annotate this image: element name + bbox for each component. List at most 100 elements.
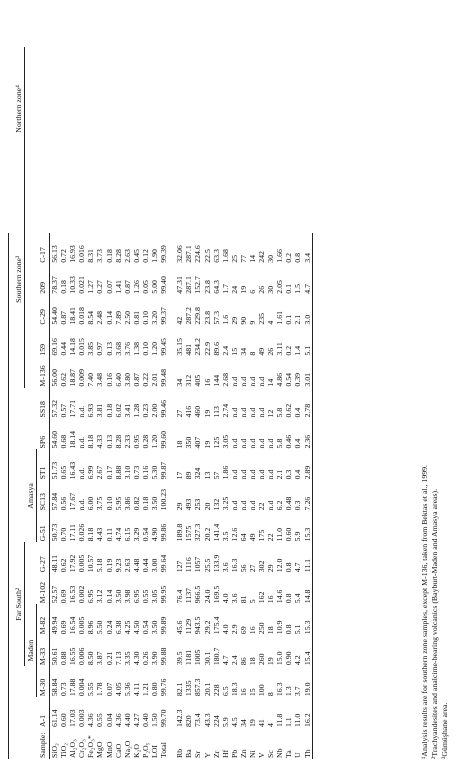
cell-value: 0.21: [104, 651, 114, 666]
cell-value: 0.4: [293, 469, 303, 480]
cell-value: 493: [184, 498, 194, 511]
cell-value: 14: [266, 378, 276, 387]
cell-value: 69: [238, 626, 248, 635]
table-row: Fe₂O₃* 4.36 5.55 8.50 8.96 6.95 10.57 8.18 6.00 6…: [86, 47, 95, 759]
table-row: Pb 4.5 18.3 2.4 2.9 3.6 16.3 12.6 n.d n.d n.d n.d n.…: [230, 47, 239, 759]
cell-value: 3.41: [122, 403, 132, 418]
sample-id: M-136: [36, 356, 50, 388]
cell-value: 90: [238, 316, 248, 325]
row-label: Hf: [220, 749, 230, 758]
row-label: TiO₂: [59, 742, 69, 758]
cell-value: n.d: [257, 438, 267, 449]
cell-value: 2.05: [275, 280, 285, 294]
cell-value: n.d: [266, 469, 276, 480]
cell-value: 6.93: [86, 403, 96, 418]
cell-value: 0.82: [131, 496, 141, 511]
cell-value: 0.40: [140, 713, 150, 728]
cell-value: 0.009: [77, 369, 87, 387]
cell-value: 0.8: [284, 624, 294, 635]
cell-value: 16.3: [275, 682, 285, 697]
group-header-row-2: Maden Amasya: [24, 47, 37, 759]
table-row: Zn 34 16 86 69 81 56 64 n.d n.d n.d n.d n.d 34 90 19 77: [239, 47, 248, 759]
cell-value: 224: [211, 715, 221, 728]
cell-value: 56.13: [50, 245, 59, 263]
cell-value: 8.28: [113, 249, 123, 263]
cell-value: 0.18: [59, 280, 69, 294]
row-label: Ni: [247, 750, 257, 758]
cell-value: 287.1: [184, 245, 194, 263]
cell-value: 39.5: [175, 651, 185, 666]
cell-value: 8.88: [113, 465, 123, 480]
cell-value: 4.7: [220, 655, 230, 666]
sample-id: G-51: [36, 511, 50, 543]
cell-value: 1.3: [284, 686, 294, 697]
cell-value: n.d: [257, 469, 267, 480]
cell-value: 189.8: [175, 523, 185, 542]
row-label: MgO: [95, 741, 105, 758]
cell-value: 12.6: [229, 527, 239, 542]
cell-value: 8.18: [86, 434, 96, 449]
cell-value: 20.2: [202, 527, 212, 542]
cell-value: 4.36: [113, 713, 123, 728]
cell-value: 4.40: [122, 713, 132, 728]
cell-value: 42: [175, 316, 185, 325]
cell-value: 19: [202, 440, 212, 449]
cell-value: 45.6: [175, 620, 185, 635]
cell-value: 416: [184, 405, 194, 418]
cell-value: 481: [184, 343, 194, 356]
row-label: Zr: [211, 750, 221, 758]
cell-value: 3.25: [220, 496, 230, 511]
cell-value: 2.78: [302, 387, 313, 419]
table-row: Zr 224 228 180.7 175.4 169.5 133.9 141.4 132 57 12…: [212, 47, 221, 759]
cell-value: 1.38: [131, 341, 141, 356]
cell-value: 0.62: [284, 403, 294, 418]
row-label: U: [293, 752, 303, 758]
cell-value: 13: [202, 471, 212, 480]
cell-value: 0.19: [104, 558, 114, 573]
cell-value: n.d: [257, 407, 267, 418]
sample-id: SP6: [36, 418, 50, 450]
group-spacer: [13, 388, 25, 543]
cell-value: 99.46: [159, 399, 169, 418]
sample-id: SC13: [36, 480, 50, 512]
cell-value: 0.60: [59, 713, 69, 728]
cell-value: 3.86: [122, 496, 132, 511]
cell-value: 0.87: [122, 280, 132, 294]
sample-id: 209: [36, 263, 50, 295]
cell-value: 99.48: [159, 369, 169, 387]
cell-value: 2.1: [293, 314, 303, 325]
cell-value: n.d: [247, 469, 257, 480]
cell-value: 23.8: [202, 311, 212, 325]
cell-value: 19: [202, 409, 212, 418]
cell-value: 1137: [184, 587, 194, 604]
sample-id: 159: [36, 325, 50, 357]
cell-value: 0.3: [284, 469, 294, 480]
cell-value: 0.48: [284, 496, 294, 511]
row-label: Zn: [238, 749, 248, 758]
table-row: CaO 4.36 4.05 7.13 6.38 3.50 9.23 4.74 5.95 8.88 8…: [114, 47, 123, 759]
row-label: Cr₂O₃: [77, 739, 87, 758]
cell-value: n.d: [229, 376, 239, 387]
cell-value: 0.62: [59, 372, 69, 387]
cell-value: 1575: [184, 525, 194, 542]
cell-value: 0.45: [131, 249, 141, 263]
cell-value: 2.67: [95, 465, 105, 480]
cell-value: 15: [229, 347, 239, 356]
cell-value: 0.14: [104, 311, 114, 325]
cell-value: 1.90: [150, 249, 160, 263]
cell-value: n.d: [229, 500, 239, 511]
cell-value: 49: [257, 347, 267, 356]
cell-value: 99.39: [159, 245, 169, 263]
cell-value: 99.40: [159, 276, 169, 294]
cell-value: 0.12: [140, 249, 150, 263]
cell-value: 64.3: [211, 280, 221, 294]
cell-value: 34: [175, 378, 185, 387]
cell-value: 6.40: [113, 372, 123, 387]
cell-value: 0.65: [59, 465, 69, 480]
cell-value: 48.11: [50, 555, 59, 573]
group-spacer: [13, 666, 25, 728]
cell-value: 0.005: [77, 554, 87, 573]
cell-value: 0.54: [284, 372, 294, 387]
cell-value: 0.07: [104, 682, 114, 697]
cell-value: 17.88: [68, 678, 78, 697]
